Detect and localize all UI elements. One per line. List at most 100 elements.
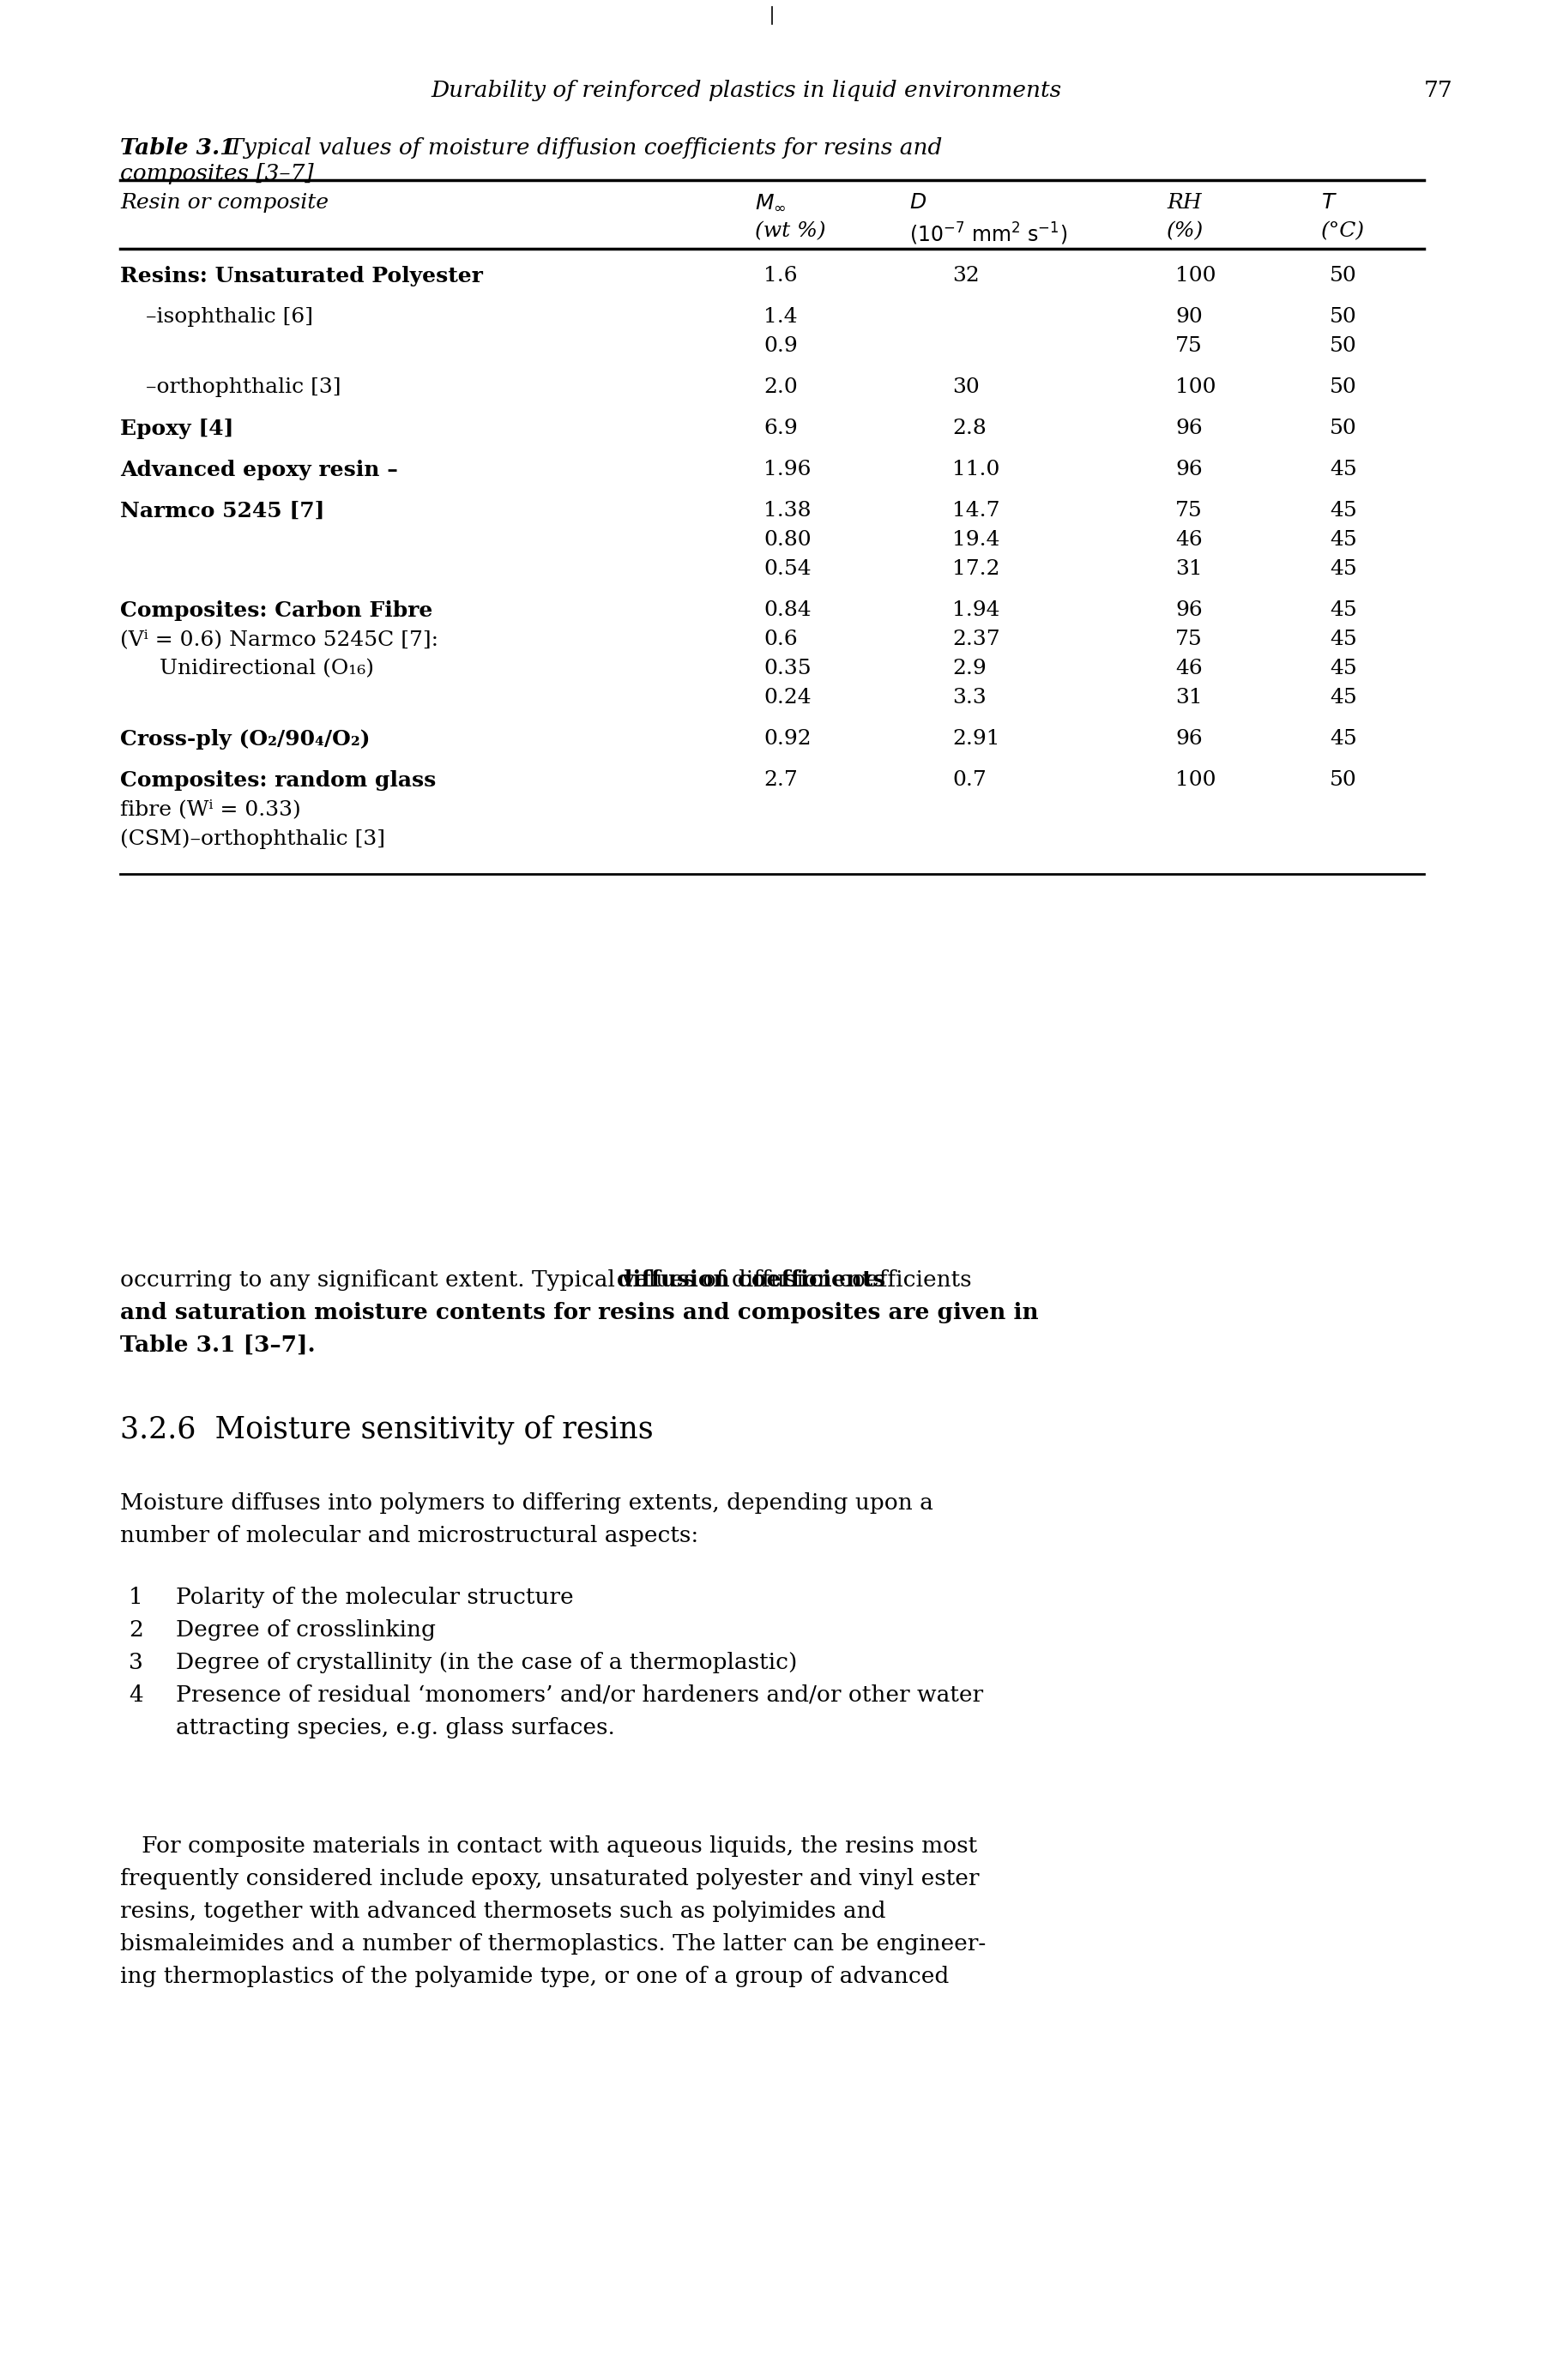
- Text: (%): (%): [1166, 221, 1204, 240]
- Text: 0.7: 0.7: [952, 771, 986, 790]
- Text: 0.80: 0.80: [763, 531, 811, 550]
- Text: 50: 50: [1330, 267, 1357, 286]
- Text: 1.94: 1.94: [952, 600, 1000, 621]
- Text: 0.84: 0.84: [763, 600, 811, 621]
- Text: 45: 45: [1330, 688, 1357, 707]
- Text: 31: 31: [1176, 688, 1202, 707]
- Text: 3.3: 3.3: [952, 688, 986, 707]
- Text: fibre (Wⁱ = 0.33): fibre (Wⁱ = 0.33): [121, 800, 301, 819]
- Text: 45: 45: [1330, 459, 1357, 478]
- Text: 75: 75: [1176, 500, 1202, 521]
- Text: 50: 50: [1330, 336, 1357, 357]
- Text: 1: 1: [128, 1587, 144, 1609]
- Text: 2.7: 2.7: [763, 771, 797, 790]
- Text: 75: 75: [1176, 336, 1202, 357]
- Text: 32: 32: [952, 267, 980, 286]
- Text: Narmco 5245 [7]: Narmco 5245 [7]: [121, 500, 324, 521]
- Text: –isophthalic [6]: –isophthalic [6]: [145, 307, 314, 326]
- Text: (Vⁱ = 0.6) Narmco 5245C [7]:: (Vⁱ = 0.6) Narmco 5245C [7]:: [121, 631, 439, 650]
- Text: 45: 45: [1330, 500, 1357, 521]
- Text: 0.35: 0.35: [763, 659, 811, 678]
- Text: For composite materials in contact with aqueous liquids, the resins most: For composite materials in contact with …: [121, 1835, 976, 1856]
- Text: number of molecular and microstructural aspects:: number of molecular and microstructural …: [121, 1526, 698, 1547]
- Text: Polarity of the molecular structure: Polarity of the molecular structure: [176, 1587, 573, 1609]
- Text: 1.6: 1.6: [763, 267, 797, 286]
- Text: attracting species, e.g. glass surfaces.: attracting species, e.g. glass surfaces.: [176, 1716, 615, 1737]
- Text: composites [3–7]: composites [3–7]: [121, 162, 314, 183]
- Text: 2.37: 2.37: [952, 631, 1000, 650]
- Text: 46: 46: [1176, 531, 1202, 550]
- Text: 90: 90: [1176, 307, 1202, 326]
- Text: Table 3.1 [3–7].: Table 3.1 [3–7].: [121, 1335, 315, 1357]
- Text: 100: 100: [1176, 771, 1216, 790]
- Text: resins, together with advanced thermosets such as polyimides and: resins, together with advanced thermoset…: [121, 1902, 885, 1923]
- Text: Advanced epoxy resin –: Advanced epoxy resin –: [121, 459, 399, 481]
- Text: (wt %): (wt %): [756, 221, 825, 240]
- Text: Epoxy [4]: Epoxy [4]: [121, 419, 233, 440]
- Text: 14.7: 14.7: [952, 500, 1000, 521]
- Text: 30: 30: [952, 378, 980, 397]
- Text: 75: 75: [1176, 631, 1202, 650]
- Text: 45: 45: [1330, 531, 1357, 550]
- Text: Composites: random glass: Composites: random glass: [121, 771, 436, 790]
- Text: 45: 45: [1330, 728, 1357, 750]
- Text: 0.54: 0.54: [763, 559, 811, 578]
- Text: 3: 3: [128, 1652, 144, 1673]
- Text: ing thermoplastics of the polyamide type, or one of a group of advanced: ing thermoplastics of the polyamide type…: [121, 1966, 949, 1987]
- Text: (°C): (°C): [1321, 221, 1364, 240]
- Text: 96: 96: [1176, 600, 1202, 621]
- Text: 0.92: 0.92: [763, 728, 811, 750]
- Text: 0.9: 0.9: [763, 336, 797, 357]
- Text: 6.9: 6.9: [763, 419, 797, 438]
- Text: 96: 96: [1176, 419, 1202, 438]
- Text: occurring to any significant extent. Typical values of diffusion coefficients: occurring to any significant extent. Typ…: [121, 1269, 972, 1290]
- Text: and saturation moisture contents for resins and composites are given in: and saturation moisture contents for res…: [121, 1302, 1038, 1323]
- Text: 50: 50: [1330, 378, 1357, 397]
- Text: $D$: $D$: [910, 193, 927, 212]
- Text: 46: 46: [1176, 659, 1202, 678]
- Text: $M_\infty$: $M_\infty$: [756, 193, 786, 212]
- Text: 96: 96: [1176, 459, 1202, 478]
- Text: 45: 45: [1330, 559, 1357, 578]
- Text: Resin or composite: Resin or composite: [121, 193, 329, 212]
- Text: 2: 2: [128, 1618, 144, 1640]
- Text: diffusion coefficients: diffusion coefficients: [616, 1269, 885, 1290]
- Text: 50: 50: [1330, 307, 1357, 326]
- Text: 0.24: 0.24: [763, 688, 811, 707]
- Text: Unidirectional (O₁₆): Unidirectional (O₁₆): [145, 659, 374, 678]
- Text: frequently considered include epoxy, unsaturated polyester and vinyl ester: frequently considered include epoxy, uns…: [121, 1868, 980, 1890]
- Text: Composites: Carbon Fibre: Composites: Carbon Fibre: [121, 600, 433, 621]
- Text: 0.6: 0.6: [763, 631, 797, 650]
- Text: Presence of residual ‘monomers’ and/or hardeners and/or other water: Presence of residual ‘monomers’ and/or h…: [176, 1685, 983, 1706]
- Text: 2.9: 2.9: [952, 659, 986, 678]
- Text: Degree of crosslinking: Degree of crosslinking: [176, 1618, 436, 1640]
- Text: 45: 45: [1330, 631, 1357, 650]
- Text: 50: 50: [1330, 771, 1357, 790]
- Text: 1.38: 1.38: [763, 500, 811, 521]
- Text: 2.8: 2.8: [952, 419, 986, 438]
- Text: –orthophthalic [3]: –orthophthalic [3]: [145, 378, 341, 397]
- Text: (CSM)–orthophthalic [3]: (CSM)–orthophthalic [3]: [121, 828, 385, 850]
- Text: 17.2: 17.2: [952, 559, 1000, 578]
- Text: 11.0: 11.0: [952, 459, 1000, 478]
- Text: 19.4: 19.4: [952, 531, 1000, 550]
- Text: 100: 100: [1176, 378, 1216, 397]
- Text: Table 3.1: Table 3.1: [121, 138, 235, 159]
- Text: Degree of crystallinity (in the case of a thermoplastic): Degree of crystallinity (in the case of …: [176, 1652, 797, 1673]
- Text: 50: 50: [1330, 419, 1357, 438]
- Text: 3.2.6  Moisture sensitivity of resins: 3.2.6 Moisture sensitivity of resins: [121, 1416, 654, 1445]
- Text: 77: 77: [1424, 81, 1452, 102]
- Text: 4: 4: [128, 1685, 144, 1706]
- Text: 2.91: 2.91: [952, 728, 1000, 750]
- Text: $(10^{-7}\ \mathrm{mm}^2\ \mathrm{s}^{-1})$: $(10^{-7}\ \mathrm{mm}^2\ \mathrm{s}^{-1…: [910, 221, 1068, 248]
- Text: 45: 45: [1330, 600, 1357, 621]
- Text: 45: 45: [1330, 659, 1357, 678]
- Text: $T$: $T$: [1321, 193, 1338, 212]
- Text: 96: 96: [1176, 728, 1202, 750]
- Text: 100: 100: [1176, 267, 1216, 286]
- Text: Typical values of moisture diffusion coefficients for resins and: Typical values of moisture diffusion coe…: [221, 138, 942, 159]
- Text: Resins: Unsaturated Polyester: Resins: Unsaturated Polyester: [121, 267, 484, 286]
- Text: Moisture diffuses into polymers to differing extents, depending upon a: Moisture diffuses into polymers to diffe…: [121, 1492, 933, 1514]
- Text: Cross-ply (O₂/90₄/O₂): Cross-ply (O₂/90₄/O₂): [121, 728, 371, 750]
- Text: bismaleimides and a number of thermoplastics. The latter can be engineer-: bismaleimides and a number of thermoplas…: [121, 1933, 986, 1954]
